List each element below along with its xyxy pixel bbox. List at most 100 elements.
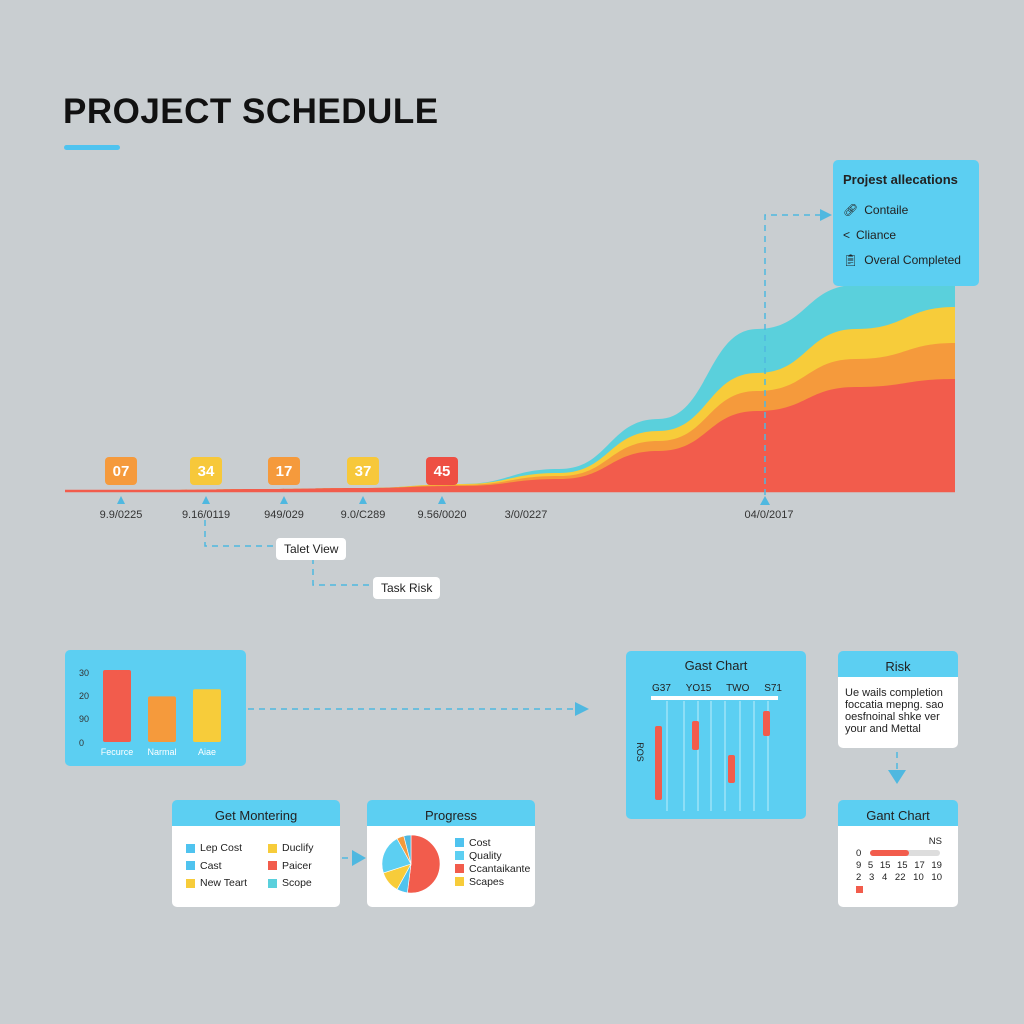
milestone-date: 949/029 bbox=[264, 509, 304, 521]
timeline-date: 3/0/0227 bbox=[504, 509, 548, 521]
gantt-cell: 0 bbox=[856, 848, 862, 859]
connector-talet-view bbox=[204, 520, 276, 547]
legend-swatch bbox=[455, 864, 464, 873]
legend-item: Scope bbox=[268, 875, 338, 891]
gantt-marker bbox=[856, 886, 863, 893]
pie-slice bbox=[381, 838, 412, 874]
legend-item: Ccantaikante bbox=[455, 862, 530, 875]
bar-chart-card: 30 20 90 0 Fecurce Narmal Aiae bbox=[65, 650, 246, 766]
allocation-item[interactable]: 📋︎ Overal Completed bbox=[843, 252, 961, 267]
milestone-badge[interactable]: 37 bbox=[347, 457, 379, 485]
connector-task-risk bbox=[312, 558, 373, 586]
milestone-date: 9.0/C289 bbox=[340, 509, 386, 521]
milestone-date: 9.9/0225 bbox=[99, 509, 143, 521]
progress-title: Progress bbox=[367, 800, 535, 826]
legend-item: Lep Cost bbox=[186, 840, 268, 856]
arrow-icon bbox=[352, 850, 366, 866]
bar bbox=[148, 696, 176, 742]
gantt-bar bbox=[692, 721, 699, 750]
monitoring-card: Get Montering Lep Cost Duclify Cast Paicer N… bbox=[172, 800, 340, 907]
tag-talet-view[interactable]: Talet View bbox=[276, 538, 347, 560]
gantt-bar bbox=[655, 726, 662, 800]
arrow-icon bbox=[575, 702, 589, 716]
risk-card: Risk Ue wails completion foccatia mepng.… bbox=[838, 651, 958, 748]
link-icon: 🔗︎ bbox=[843, 202, 859, 217]
allocation-item[interactable]: < Cliance bbox=[843, 227, 897, 242]
gast-col-label: YO15 bbox=[685, 683, 712, 694]
monitoring-title: Get Montering bbox=[172, 800, 340, 826]
gast-chart-card: Gast Chart G37 YO15 TWO S71 ROS bbox=[626, 651, 806, 819]
share-icon: < bbox=[843, 227, 851, 242]
gantt-bar bbox=[763, 711, 770, 736]
risk-title: Risk bbox=[838, 651, 958, 677]
legend-swatch bbox=[455, 877, 464, 886]
connector-allocations bbox=[764, 214, 822, 495]
legend-swatch bbox=[268, 861, 277, 871]
gantt-cell: 19 bbox=[931, 860, 942, 871]
gantt-cell: 10 bbox=[931, 872, 942, 883]
milestone-arrow-icon bbox=[202, 496, 210, 504]
gantt-title: Gant Chart bbox=[838, 800, 958, 826]
y-tick: 20 bbox=[79, 691, 89, 701]
arrow-icon bbox=[820, 209, 832, 221]
gantt-cell: 17 bbox=[914, 860, 925, 871]
gantt-card: Gant Chart NS 0 9 5 15 15 17 19 2 3 4 22 10 10 bbox=[838, 800, 958, 907]
legend-swatch bbox=[455, 838, 464, 847]
page-title: PROJECT SCHEDULE bbox=[63, 92, 439, 131]
bar bbox=[103, 670, 131, 742]
gast-col-label: G37 bbox=[652, 683, 671, 694]
risk-text: Ue wails completion foccatia mepng. sao … bbox=[838, 677, 958, 748]
milestone-badge[interactable]: 17 bbox=[268, 457, 300, 485]
gantt-cell: 10 bbox=[913, 872, 924, 883]
legend-item: Cast bbox=[186, 858, 268, 874]
legend-item: Duclify bbox=[268, 840, 338, 856]
gast-title: Gast Chart bbox=[684, 658, 748, 673]
milestone-badge[interactable]: 45 bbox=[426, 457, 458, 485]
gantt-cell: 2 bbox=[856, 872, 862, 883]
pie-slice bbox=[407, 834, 441, 894]
legend-swatch bbox=[186, 878, 195, 888]
arrow-icon bbox=[888, 770, 906, 784]
milestone-badge[interactable]: 34 bbox=[190, 457, 222, 485]
gast-col-label: S71 bbox=[764, 683, 782, 694]
legend-swatch bbox=[268, 878, 277, 888]
legend-swatch bbox=[268, 843, 277, 853]
gantt-cell: 5 bbox=[867, 860, 874, 871]
milestone-arrow-icon bbox=[359, 496, 367, 504]
bar bbox=[193, 689, 221, 742]
allocations-panel: Projest allecations 🔗︎ Contaile < Cliance … bbox=[833, 160, 979, 286]
legend-swatch bbox=[186, 843, 195, 853]
y-tick: 30 bbox=[79, 668, 89, 678]
legend-item: New Teart bbox=[186, 875, 268, 891]
gantt-cell: 15 bbox=[879, 860, 891, 871]
allocations-title: Projest allecations bbox=[843, 172, 958, 187]
milestone-date: 9.16/0119 bbox=[181, 509, 231, 521]
progress-pie bbox=[381, 834, 441, 894]
y-tick: 90 bbox=[79, 714, 89, 724]
gantt-progress-bar bbox=[870, 850, 940, 856]
legend-swatch bbox=[455, 851, 464, 860]
title-underline bbox=[64, 145, 120, 150]
arrow-icon bbox=[760, 496, 770, 505]
bar-label: Aiae bbox=[198, 747, 216, 757]
milestone-badge[interactable]: 07 bbox=[105, 457, 137, 485]
gantt-cell: 9 bbox=[856, 860, 862, 871]
milestone-arrow-icon bbox=[280, 496, 288, 504]
gantt-ns: NS bbox=[928, 836, 942, 847]
gantt-bar bbox=[728, 755, 735, 783]
y-tick: 0 bbox=[79, 738, 84, 748]
gast-col-label: TWO bbox=[726, 683, 750, 694]
bar-label: Narmal bbox=[147, 747, 176, 757]
area-layer bbox=[65, 379, 955, 491]
milestone-arrow-icon bbox=[438, 496, 446, 504]
legend-item: Cost bbox=[455, 836, 530, 849]
clipboard-icon: 📋︎ bbox=[843, 252, 859, 267]
legend-swatch bbox=[186, 861, 195, 871]
legend-item: Quality bbox=[455, 849, 530, 862]
gantt-cell: 15 bbox=[897, 860, 908, 871]
allocation-item[interactable]: 🔗︎ Contaile bbox=[843, 202, 909, 217]
milestone-arrow-icon bbox=[117, 496, 125, 504]
milestone-date: 9.56/0020 bbox=[417, 509, 467, 521]
tag-task-risk[interactable]: Task Risk bbox=[373, 577, 441, 599]
